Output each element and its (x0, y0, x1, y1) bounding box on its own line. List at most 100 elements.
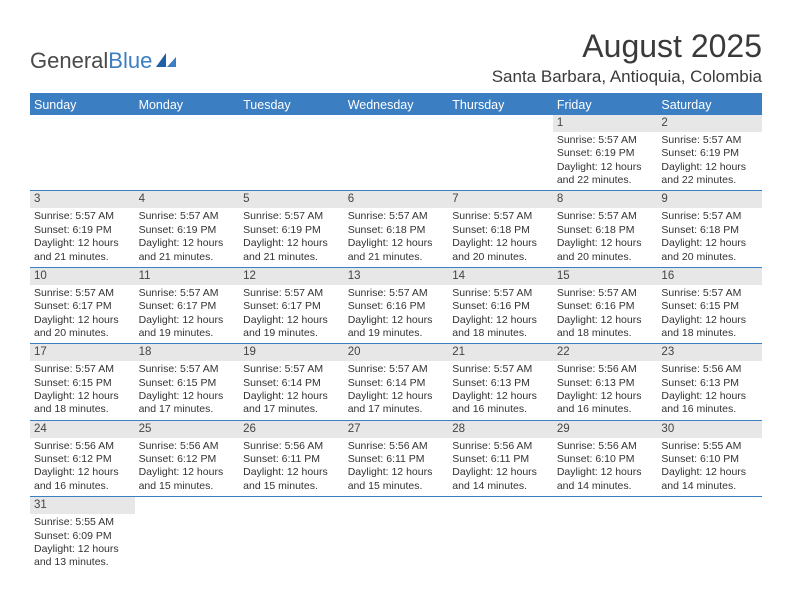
sunrise-line: Sunrise: 5:57 AM (243, 210, 340, 223)
day-cell: 7Sunrise: 5:57 AMSunset: 6:18 PMDaylight… (448, 191, 553, 266)
sunset-line: Sunset: 6:15 PM (34, 377, 131, 390)
empty-cell (30, 115, 135, 190)
sunrise-line: Sunrise: 5:56 AM (557, 440, 654, 453)
day-number: 21 (448, 344, 553, 361)
day-cell: 8Sunrise: 5:57 AMSunset: 6:18 PMDaylight… (553, 191, 658, 266)
header-row: GeneralBlue August 2025 Santa Barbara, A… (30, 28, 762, 87)
empty-cell (135, 115, 240, 190)
day-cell: 29Sunrise: 5:56 AMSunset: 6:10 PMDayligh… (553, 421, 658, 496)
day-details: Sunrise: 5:57 AMSunset: 6:16 PMDaylight:… (344, 285, 449, 344)
sunrise-line: Sunrise: 5:57 AM (348, 363, 445, 376)
sunrise-line: Sunrise: 5:57 AM (139, 363, 236, 376)
daylight-line: Daylight: 12 hours and 19 minutes. (348, 314, 445, 341)
daylight-line: Daylight: 12 hours and 21 minutes. (34, 237, 131, 264)
brand-blue: Blue (108, 48, 152, 74)
day-cell: 30Sunrise: 5:55 AMSunset: 6:10 PMDayligh… (657, 421, 762, 496)
day-cell: 17Sunrise: 5:57 AMSunset: 6:15 PMDayligh… (30, 344, 135, 419)
day-number: 23 (657, 344, 762, 361)
sunset-line: Sunset: 6:10 PM (557, 453, 654, 466)
day-number: 25 (135, 421, 240, 438)
day-number: 3 (30, 191, 135, 208)
empty-daynum (30, 115, 135, 131)
day-cell: 10Sunrise: 5:57 AMSunset: 6:17 PMDayligh… (30, 268, 135, 343)
day-number: 5 (239, 191, 344, 208)
sunrise-line: Sunrise: 5:56 AM (34, 440, 131, 453)
dow-thursday: Thursday (448, 95, 553, 115)
daylight-line: Daylight: 12 hours and 14 minutes. (452, 466, 549, 493)
sunrise-line: Sunrise: 5:57 AM (34, 287, 131, 300)
sunrise-line: Sunrise: 5:57 AM (661, 287, 758, 300)
day-details: Sunrise: 5:56 AMSunset: 6:13 PMDaylight:… (657, 361, 762, 420)
sunrise-line: Sunrise: 5:57 AM (348, 287, 445, 300)
day-details: Sunrise: 5:57 AMSunset: 6:13 PMDaylight:… (448, 361, 553, 420)
day-number: 14 (448, 268, 553, 285)
day-details: Sunrise: 5:57 AMSunset: 6:19 PMDaylight:… (135, 208, 240, 267)
sunrise-line: Sunrise: 5:56 AM (452, 440, 549, 453)
day-details: Sunrise: 5:57 AMSunset: 6:19 PMDaylight:… (239, 208, 344, 267)
day-number: 2 (657, 115, 762, 132)
empty-daynum (239, 497, 344, 513)
daylight-line: Daylight: 12 hours and 20 minutes. (661, 237, 758, 264)
day-number: 1 (553, 115, 658, 132)
empty-daynum (135, 497, 240, 513)
day-cell: 3Sunrise: 5:57 AMSunset: 6:19 PMDaylight… (30, 191, 135, 266)
daylight-line: Daylight: 12 hours and 20 minutes. (452, 237, 549, 264)
brand-general: General (30, 48, 108, 74)
dow-wednesday: Wednesday (344, 95, 449, 115)
sunrise-line: Sunrise: 5:56 AM (243, 440, 340, 453)
sunrise-line: Sunrise: 5:57 AM (34, 210, 131, 223)
day-number: 18 (135, 344, 240, 361)
sunset-line: Sunset: 6:13 PM (452, 377, 549, 390)
daylight-line: Daylight: 12 hours and 17 minutes. (348, 390, 445, 417)
empty-cell (553, 497, 658, 572)
day-cell: 27 Sunrise: 5:56 AMSunset: 6:11 PMDayligh… (344, 421, 449, 496)
daylight-line: Daylight: 12 hours and 14 minutes. (661, 466, 758, 493)
sunrise-line: Sunrise: 5:57 AM (139, 210, 236, 223)
day-details: Sunrise: 5:56 AMSunset: 6:12 PMDaylight:… (30, 438, 135, 497)
empty-daynum (657, 497, 762, 513)
day-number: 24 (30, 421, 135, 438)
daylight-line: Daylight: 12 hours and 22 minutes. (661, 161, 758, 188)
sunset-line: Sunset: 6:11 PM (348, 453, 445, 466)
daylight-line: Daylight: 12 hours and 15 minutes. (348, 466, 445, 493)
sunrise-line: Sunrise: 5:57 AM (452, 287, 549, 300)
sunset-line: Sunset: 6:10 PM (661, 453, 758, 466)
day-number: 27 (344, 421, 449, 438)
daylight-line: Daylight: 12 hours and 21 minutes. (243, 237, 340, 264)
sunrise-line: Sunrise: 5:56 AM (348, 440, 445, 453)
sunrise-line: Sunrise: 5:57 AM (557, 210, 654, 223)
sunset-line: Sunset: 6:19 PM (557, 147, 654, 160)
sunset-line: Sunset: 6:17 PM (243, 300, 340, 313)
day-cell: 31Sunrise: 5:55 AMSunset: 6:09 PMDayligh… (30, 497, 135, 572)
sunset-line: Sunset: 6:09 PM (34, 530, 131, 543)
sail-icon (154, 51, 178, 69)
empty-daynum (448, 115, 553, 131)
day-number: 8 (553, 191, 658, 208)
day-details: Sunrise: 5:57 AMSunset: 6:15 PMDaylight:… (135, 361, 240, 420)
empty-cell (448, 497, 553, 572)
daylight-line: Daylight: 12 hours and 13 minutes. (34, 543, 131, 570)
day-details: Sunrise: 5:57 AMSunset: 6:19 PMDaylight:… (553, 132, 658, 191)
sunrise-line: Sunrise: 5:57 AM (452, 210, 549, 223)
weeks-container: 1Sunrise: 5:57 AMSunset: 6:19 PMDaylight… (30, 115, 762, 573)
daylight-line: Daylight: 12 hours and 20 minutes. (34, 314, 131, 341)
dow-friday: Friday (553, 95, 658, 115)
brand-logo: GeneralBlue (30, 28, 178, 74)
week-row: 10Sunrise: 5:57 AMSunset: 6:17 PMDayligh… (30, 268, 762, 344)
sunset-line: Sunset: 6:19 PM (139, 224, 236, 237)
sunrise-line: Sunrise: 5:57 AM (34, 363, 131, 376)
day-number: 15 (553, 268, 658, 285)
daylight-line: Daylight: 12 hours and 14 minutes. (557, 466, 654, 493)
sunrise-line: Sunrise: 5:57 AM (452, 363, 549, 376)
day-details: Sunrise: 5:57 AMSunset: 6:17 PMDaylight:… (135, 285, 240, 344)
sunset-line: Sunset: 6:18 PM (348, 224, 445, 237)
empty-cell (239, 497, 344, 572)
empty-cell (239, 115, 344, 190)
day-details: Sunrise: 5:55 AMSunset: 6:10 PMDaylight:… (657, 438, 762, 497)
day-details: Sunrise: 5:57 AMSunset: 6:19 PMDaylight:… (657, 132, 762, 191)
sunrise-line: Sunrise: 5:55 AM (34, 516, 131, 529)
sunset-line: Sunset: 6:18 PM (557, 224, 654, 237)
day-details: Sunrise: 5:57 AMSunset: 6:18 PMDaylight:… (657, 208, 762, 267)
dow-monday: Monday (135, 95, 240, 115)
sunset-line: Sunset: 6:18 PM (661, 224, 758, 237)
